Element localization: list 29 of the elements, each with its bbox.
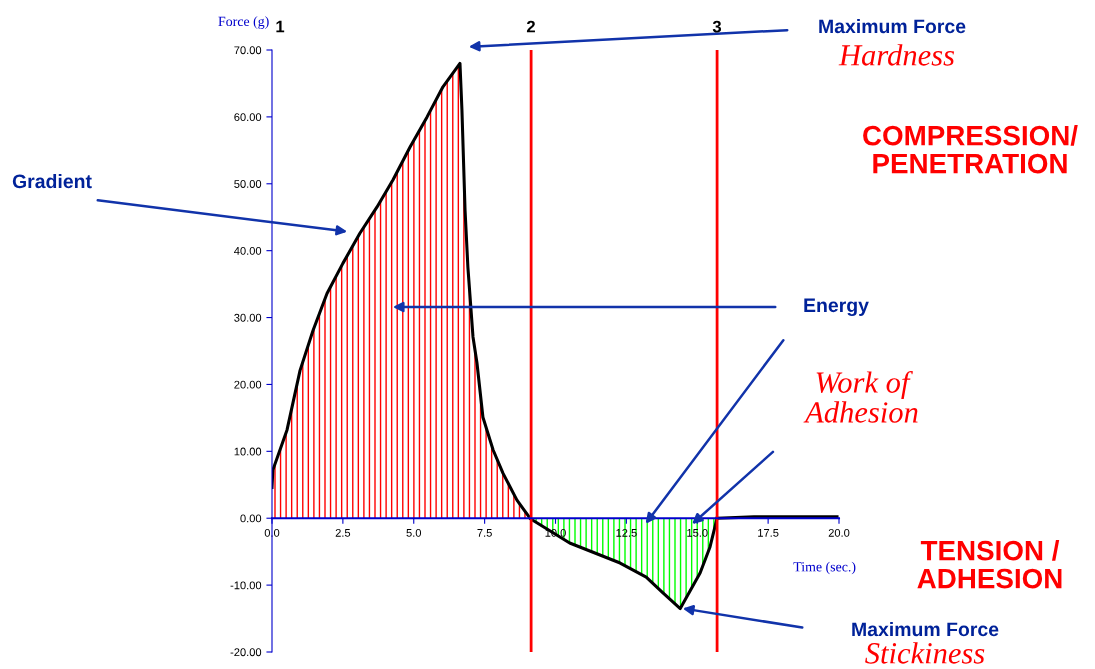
y-tick-label: 30.00: [234, 313, 262, 322]
y-tick-label: 60.00: [234, 113, 262, 122]
y-tick-label: 40.00: [234, 246, 262, 255]
text: COMPRESSION/ PENETRATION: [863, 125, 1078, 174]
y-tick-label: 20.00: [234, 380, 262, 389]
text: Gradient: [12, 173, 92, 189]
y-tick-label: 0.00: [240, 514, 262, 523]
x-tick-label: 5.0: [406, 528, 422, 537]
text: 3: [712, 20, 722, 33]
text: Maximum Force: [819, 18, 966, 34]
y-tick-label: -10.00: [230, 581, 262, 590]
text: Stickiness: [865, 642, 985, 664]
text: Maximum Force: [852, 621, 999, 637]
x-tick-label: 20.0: [828, 528, 850, 537]
x-tick-label: 2.5: [335, 528, 351, 537]
y-tick-label: 70.00: [234, 46, 262, 55]
y-tick-label: 50.00: [234, 180, 262, 188]
y-tick-label: 10.00: [234, 447, 262, 456]
x-tick-label: 7.5: [477, 529, 492, 537]
text: TENSION / ADHESION: [917, 540, 1062, 589]
y-tick-label: -20.00: [230, 648, 262, 657]
annotation: Hardness: [838, 44, 955, 66]
text: 1: [276, 20, 285, 33]
annotation: Energy: [804, 298, 869, 317]
annotation: Work of Adhesion: [803, 371, 918, 423]
x-axis-title: Time (sec.): [793, 561, 856, 575]
x-tick-label: 17.5: [758, 529, 779, 537]
text: 2: [526, 20, 535, 33]
y-axis-title: Force (g): [218, 16, 269, 29]
